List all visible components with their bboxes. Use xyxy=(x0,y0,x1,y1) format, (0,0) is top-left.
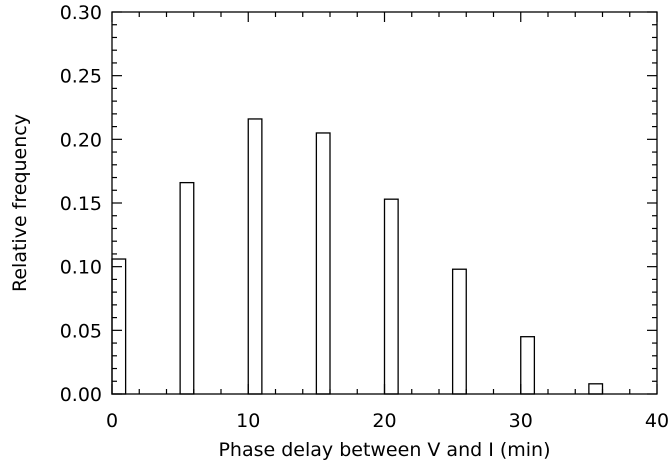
bar-6 xyxy=(520,336,536,395)
bar-4 xyxy=(383,198,399,395)
y-tick-label: 0.05 xyxy=(60,320,102,342)
bar-2 xyxy=(247,118,263,395)
x-axis-title: Phase delay between V and I (min) xyxy=(218,439,550,461)
x-tick-label: 0 xyxy=(106,410,118,432)
ticks-layer xyxy=(111,11,658,395)
y-tick-label: 0.00 xyxy=(60,384,102,406)
y-tick-label: 0.10 xyxy=(60,257,102,279)
y-tick-label: 0.20 xyxy=(60,129,102,151)
x-tick-label: 20 xyxy=(372,410,396,432)
bar-5 xyxy=(451,268,467,395)
plot-frame xyxy=(111,11,658,395)
bar-3 xyxy=(315,132,331,395)
tick-labels-layer: 0 10 20 30 40 0.00 0.05 0.10 0.15 0.20 0.25 0.30 xyxy=(60,2,669,432)
x-tick-label: 30 xyxy=(509,410,533,432)
y-tick-label: 0.15 xyxy=(60,193,102,215)
x-tick-label: 40 xyxy=(645,410,669,432)
bar-7 xyxy=(588,383,604,395)
bars-layer xyxy=(111,118,604,395)
y-axis-title: Relative frequency xyxy=(9,114,31,292)
y-tick-label: 0.25 xyxy=(60,66,102,88)
y-tick-label: 0.30 xyxy=(60,2,102,24)
bar-1 xyxy=(179,181,195,395)
x-tick-label: 10 xyxy=(236,410,260,432)
